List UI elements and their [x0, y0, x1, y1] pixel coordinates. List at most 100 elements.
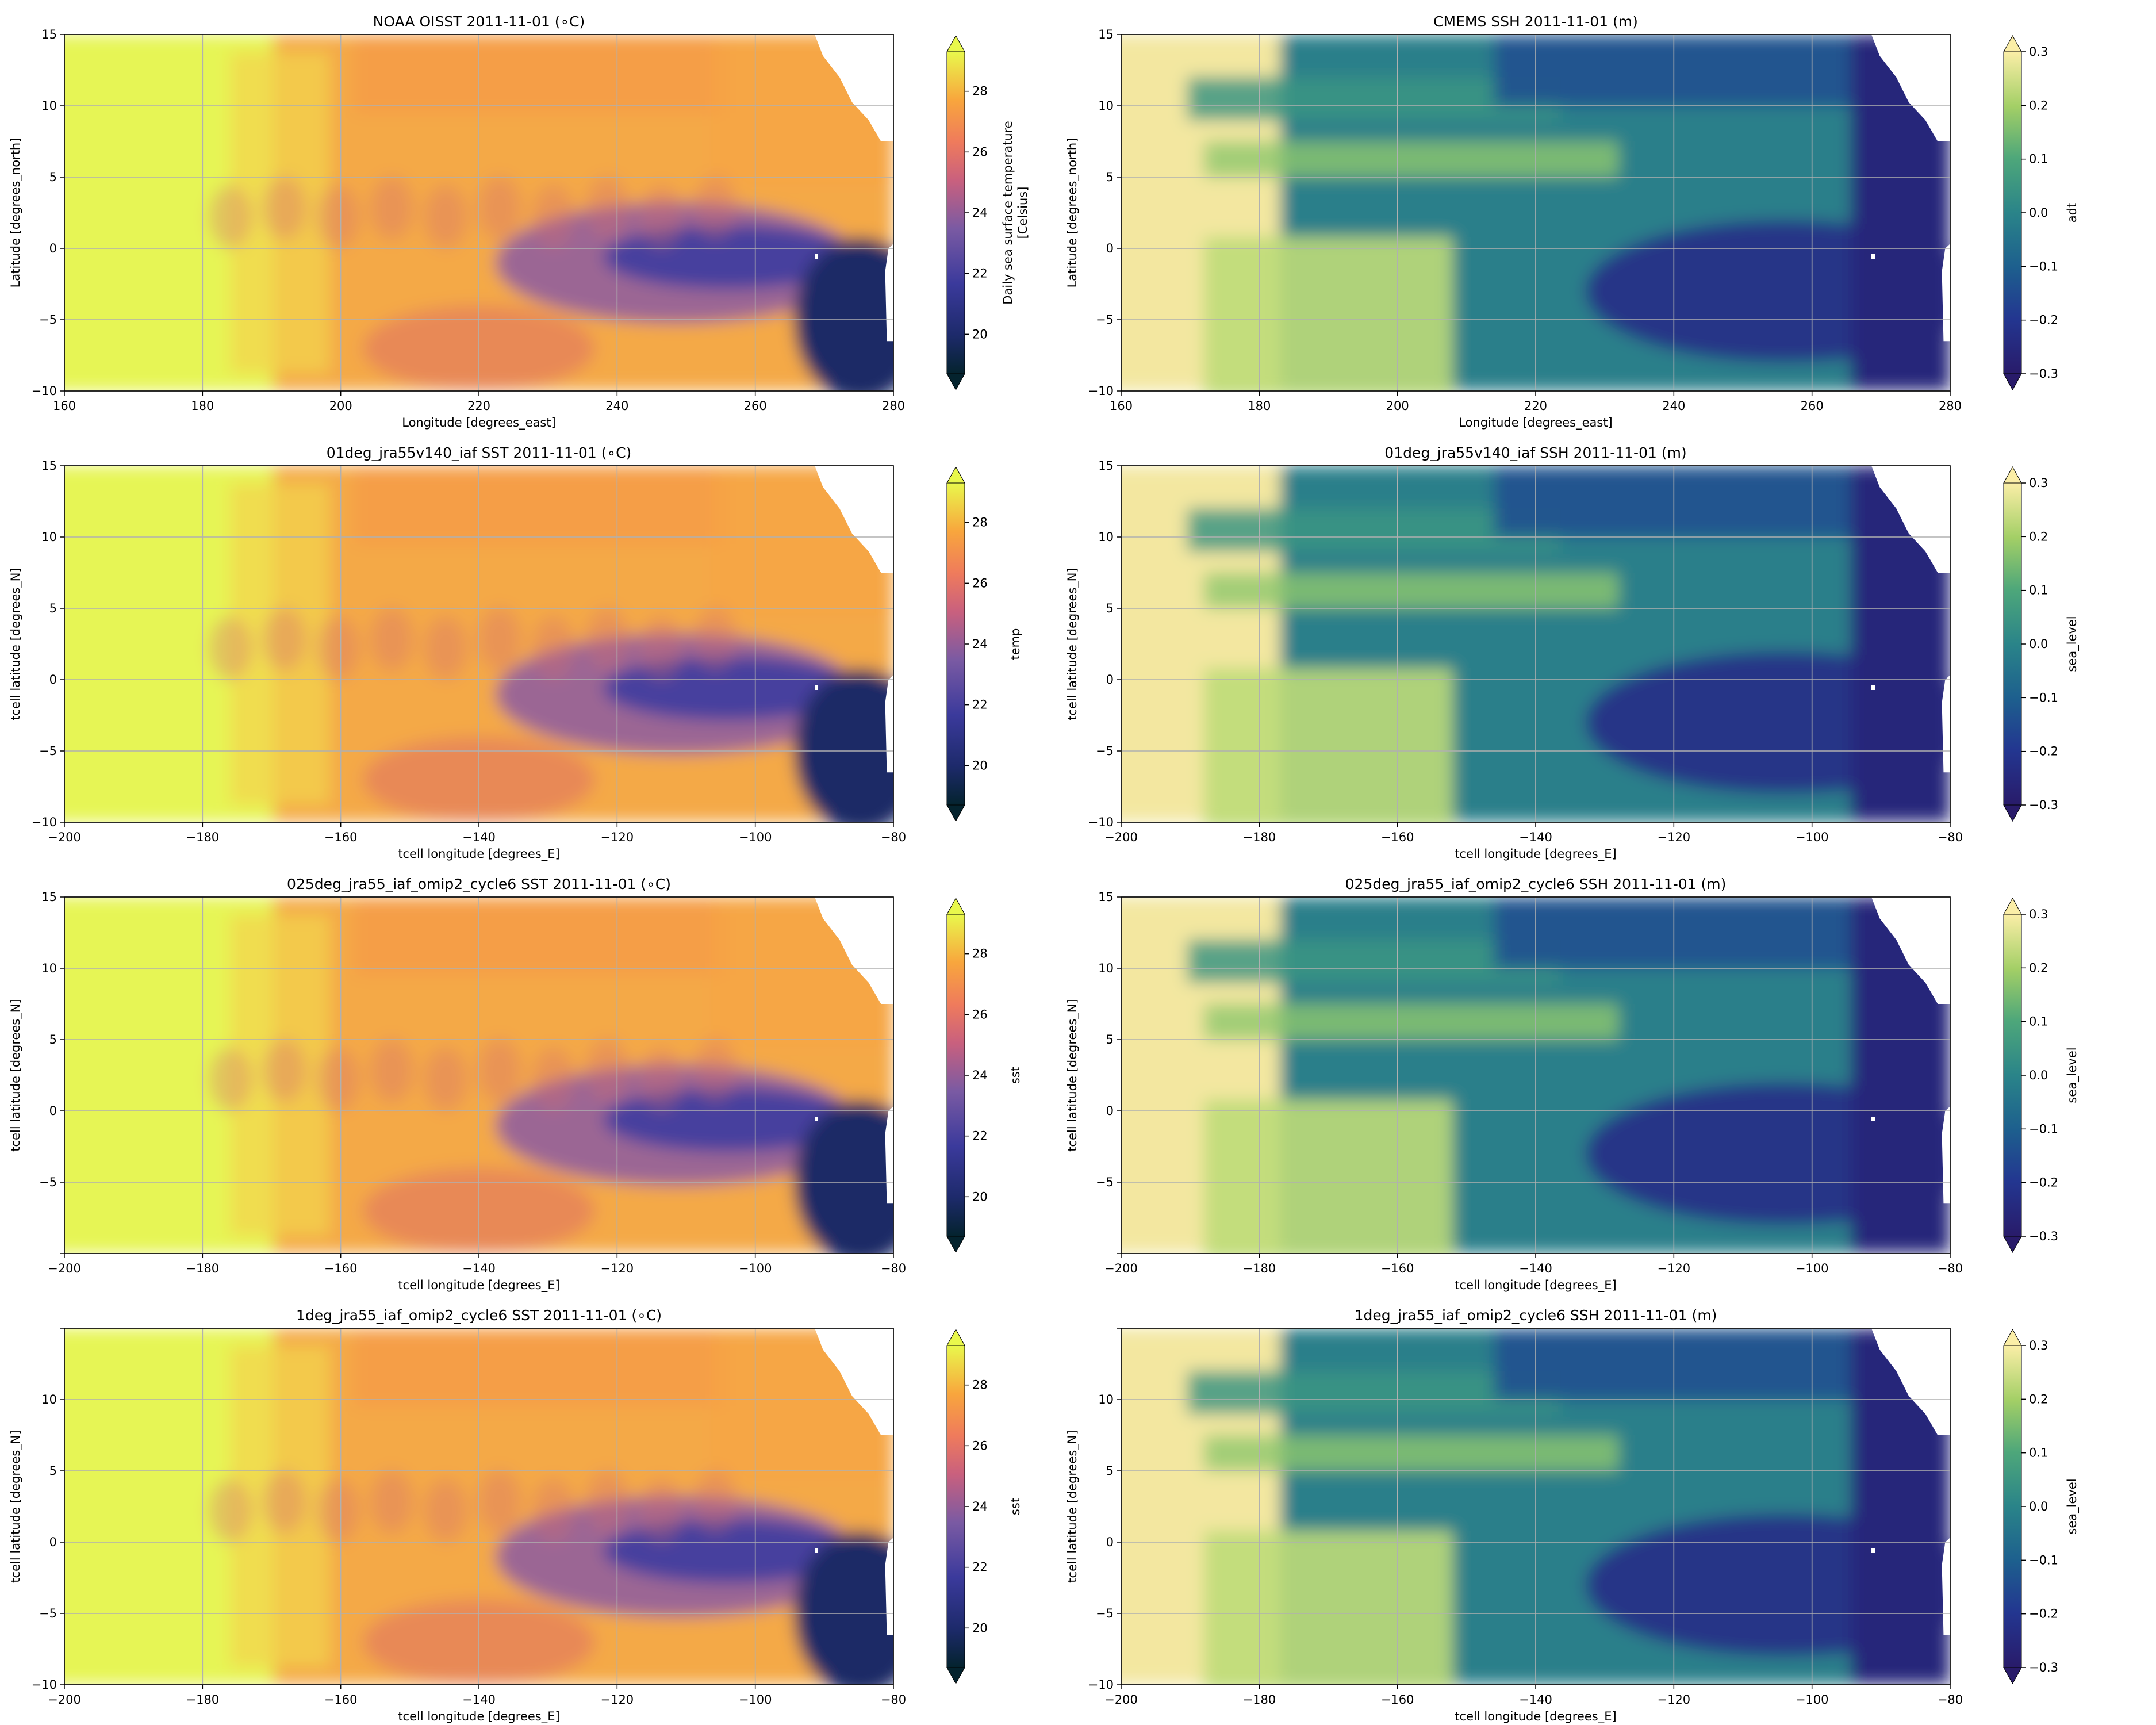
x-tick-label: −120 [600, 830, 634, 844]
y-tick-label: −5 [1096, 1607, 1114, 1620]
field-layer [64, 1328, 893, 1685]
y-tick-label: 10 [41, 1393, 57, 1406]
x-tick-label: −120 [600, 1262, 634, 1275]
colorbar-label: adt [2065, 203, 2079, 223]
galapagos-island [815, 685, 819, 690]
tiw-ripple [478, 177, 522, 240]
field-layer [1121, 1328, 1950, 1685]
north-land [860, 1328, 893, 1350]
colorbar-extend-max [2003, 466, 2022, 484]
panel-3: −200 −180 −160 −140 −120 −100 −80 −10 −5 0 5 10 15 01… [9, 444, 1022, 861]
colorbar-bar [946, 914, 965, 1237]
y-axis-label: tcell latitude [degrees_N] [9, 568, 23, 720]
colorbar-extend-min [946, 804, 965, 822]
x-tick-label: −200 [1104, 830, 1138, 844]
tiw-ripple [531, 185, 576, 248]
colorbar-tick-label: 24 [972, 1500, 988, 1513]
tiw-ripple [478, 1039, 522, 1102]
x-tick-label: −200 [1104, 1262, 1138, 1275]
tiw-ripple [424, 1048, 468, 1111]
field-layer [64, 897, 893, 1254]
colorbar-tick-label: −0.3 [2029, 1661, 2058, 1674]
x-tick-label: −200 [1104, 1693, 1138, 1707]
x-tick-label: −100 [739, 830, 772, 844]
galapagos-island [815, 254, 819, 259]
north-land [860, 466, 893, 488]
colorbar-bar [2003, 914, 2022, 1237]
x-tick-label: 260 [744, 399, 767, 413]
x-tick-label: 260 [1801, 399, 1824, 413]
land-mask [815, 1328, 893, 1635]
y-axis-label: tcell latitude [degrees_N] [1065, 568, 1080, 720]
colorbar-tick-label: −0.1 [2029, 259, 2058, 273]
colorbar-tick-label: 28 [972, 947, 988, 961]
tiw-ripple [639, 616, 684, 680]
y-tick-label: −5 [1096, 313, 1114, 327]
colorbar-tick-label: −0.1 [2029, 691, 2058, 704]
x-tick-label: −100 [1796, 1693, 1829, 1707]
x-tick-label: −80 [1938, 1262, 1963, 1275]
colorbar-tick-label: −0.1 [2029, 1553, 2058, 1567]
tiw-ripple [316, 616, 360, 680]
x-tick-label: −80 [1938, 830, 1963, 844]
x-axis-label: tcell longitude [degrees_E] [398, 1709, 559, 1724]
galapagos-island [1871, 254, 1875, 259]
x-tick-label: −180 [186, 830, 219, 844]
x-tick-label: −160 [324, 1693, 358, 1707]
x-axis-label: tcell longitude [degrees_E] [1455, 1709, 1616, 1724]
x-tick-label: −200 [48, 830, 81, 844]
colorbar-bar [2003, 482, 2022, 806]
x-tick-label: 180 [1248, 399, 1271, 413]
central-america-land [1871, 897, 1950, 1004]
central-america-land [815, 897, 893, 1004]
y-tick-label: 5 [49, 170, 57, 184]
x-tick-label: −100 [1796, 830, 1829, 844]
field-layer [1121, 897, 1950, 1254]
south-lobe [1204, 237, 1453, 391]
y-tick-label: 10 [41, 99, 57, 113]
y-tick-label: 0 [49, 241, 57, 255]
field-smooth [64, 897, 893, 1254]
panel-title: 1deg_jra55_iaf_omip2_cycle6 SSH 2011-11-… [1355, 1307, 1717, 1324]
colorbar-tick-label: 20 [972, 1190, 988, 1203]
colorbar-bar [2003, 51, 2022, 374]
panel-6: −200 −180 −160 −140 −120 −100 −80 −5 0 5 10 15 025de… [1065, 876, 2080, 1293]
north-band [354, 34, 728, 113]
y-axis-label: Latitude [degrees_north] [9, 138, 23, 288]
colorbar-tick-label: 24 [972, 206, 988, 220]
field-layer [1121, 34, 1950, 391]
tiw-ripple [531, 616, 576, 680]
colorbar-tick-label: 0.2 [2029, 961, 2048, 975]
colorbar-tick-label: −0.2 [2029, 745, 2058, 758]
y-tick-label: 10 [1098, 99, 1114, 113]
colorbar-label: [Celsius] [1016, 187, 1030, 239]
y-tick-label: 10 [41, 530, 57, 544]
y-tick-label: −5 [1096, 744, 1114, 758]
colorbar-tick-label: 28 [972, 85, 988, 98]
y-tick-label: 10 [1098, 1393, 1114, 1406]
nec-band [1204, 1435, 1619, 1471]
x-tick-label: −180 [186, 1693, 219, 1707]
x-tick-label: −180 [1242, 1262, 1276, 1275]
x-axis-label: tcell longitude [degrees_E] [1455, 847, 1616, 861]
y-tick-label: 15 [41, 459, 57, 473]
colorbar-tick-label: 0.0 [2029, 1500, 2048, 1513]
y-tick-label: 0 [49, 673, 57, 687]
x-tick-label: −80 [881, 1693, 906, 1707]
y-tick-label: 10 [41, 961, 57, 975]
colorbar-tick-label: 0.0 [2029, 1068, 2048, 1082]
colorbar-tick-label: −0.2 [2029, 1607, 2058, 1621]
tiw-ripple [424, 1479, 468, 1542]
panel-title: 01deg_jra55v140_iaf SSH 2011-11-01 (m) [1384, 444, 1686, 461]
x-tick-label: −180 [1242, 830, 1276, 844]
colorbar-bar [2003, 1345, 2022, 1668]
south-america-land [1942, 244, 1950, 342]
panel-1: 160 180 200 220 240 260 280 −10 −5 0 5 10 15 NOAA OIS… [9, 13, 1030, 430]
x-tick-label: 160 [53, 399, 76, 413]
y-tick-label: 5 [49, 601, 57, 615]
x-tick-label: −140 [1519, 830, 1552, 844]
colorbar-tick-label: 0.1 [2029, 152, 2048, 166]
panel-title: 01deg_jra55v140_iaf SST 2011-11-01 (∘C) [327, 444, 632, 461]
tiw-ripple [424, 616, 468, 680]
